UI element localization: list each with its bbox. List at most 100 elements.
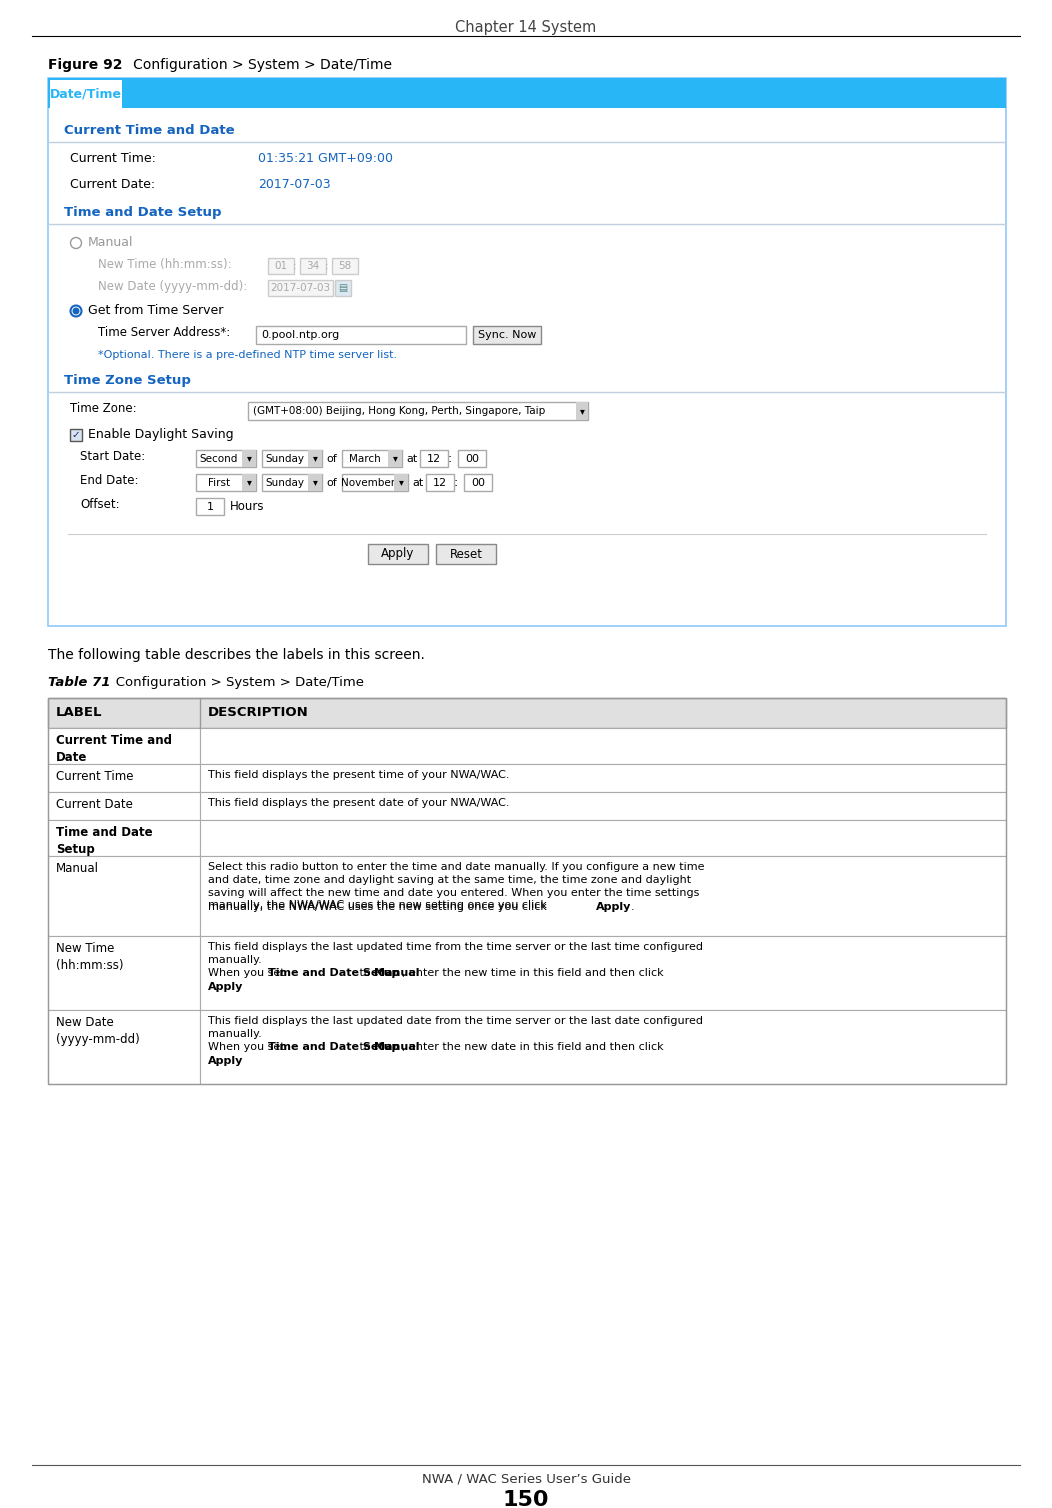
Bar: [48, 765, 200, 792]
Text: 0.pool.ntp.org: 0.pool.ntp.org: [261, 330, 339, 339]
Text: Sunday: Sunday: [265, 478, 304, 487]
Bar: [332, 258, 358, 274]
Bar: [342, 474, 408, 492]
Text: 12: 12: [427, 454, 441, 463]
Text: Configuration > System > Date/Time: Configuration > System > Date/Time: [120, 57, 392, 72]
Bar: [473, 326, 541, 344]
Bar: [48, 936, 200, 1010]
Text: First: First: [208, 478, 230, 487]
Text: Manual: Manual: [375, 968, 420, 979]
Bar: [48, 820, 200, 857]
Text: 12: 12: [433, 478, 447, 487]
Text: :: :: [453, 477, 458, 489]
Text: 1: 1: [206, 502, 214, 511]
Bar: [48, 78, 1006, 109]
Text: ▤: ▤: [339, 284, 347, 293]
Text: Apply: Apply: [596, 902, 631, 912]
Text: to: to: [356, 1042, 373, 1053]
Text: Sync. Now: Sync. Now: [478, 330, 537, 339]
Text: manually.: manually.: [208, 955, 262, 965]
Text: manually.: manually.: [208, 1028, 262, 1039]
Bar: [436, 544, 495, 564]
Bar: [464, 474, 492, 492]
Bar: [262, 449, 322, 467]
Text: End Date:: End Date:: [80, 474, 139, 487]
Bar: [248, 403, 588, 421]
Bar: [200, 792, 1006, 820]
Text: Current Time: Current Time: [56, 771, 134, 783]
Text: Current Time and
Date: Current Time and Date: [56, 734, 171, 765]
Text: 00: 00: [465, 454, 479, 463]
Text: ✓: ✓: [72, 430, 80, 440]
Text: 2017-07-03: 2017-07-03: [270, 284, 330, 293]
Bar: [48, 698, 1006, 1084]
Text: New Date
(yyyy-mm-dd): New Date (yyyy-mm-dd): [56, 1016, 140, 1047]
Bar: [48, 698, 1006, 728]
Text: The following table describes the labels in this screen.: The following table describes the labels…: [48, 648, 425, 662]
Bar: [48, 1010, 200, 1084]
Bar: [268, 280, 333, 296]
Bar: [368, 544, 428, 564]
Text: 01:35:21 GMT+09:00: 01:35:21 GMT+09:00: [258, 152, 393, 164]
Text: New Time (hh:mm:ss):: New Time (hh:mm:ss):: [98, 258, 231, 271]
Text: ▾: ▾: [312, 478, 318, 487]
Bar: [262, 474, 322, 492]
Bar: [70, 428, 82, 440]
Text: Manual: Manual: [88, 235, 134, 249]
Text: 00: 00: [471, 478, 485, 487]
Bar: [242, 474, 256, 492]
Text: ▾: ▾: [246, 454, 251, 463]
Text: 2017-07-03: 2017-07-03: [258, 178, 330, 192]
Text: ▾: ▾: [580, 406, 585, 416]
Text: Configuration > System > Date/Time: Configuration > System > Date/Time: [103, 676, 364, 689]
Text: This field displays the last updated time from the time server or the last time : This field displays the last updated tim…: [208, 942, 703, 952]
Text: at: at: [406, 454, 418, 463]
Text: Current Date: Current Date: [56, 798, 133, 811]
Text: Sunday: Sunday: [265, 454, 304, 463]
Text: Figure 92: Figure 92: [48, 57, 122, 72]
Text: New Time
(hh:mm:ss): New Time (hh:mm:ss): [56, 942, 123, 973]
Text: This field displays the present date of your NWA/WAC.: This field displays the present date of …: [208, 798, 509, 808]
Bar: [242, 449, 256, 467]
Text: *Optional. There is a pre-defined NTP time server list.: *Optional. There is a pre-defined NTP ti…: [98, 350, 397, 360]
Text: Time and Date
Setup: Time and Date Setup: [56, 826, 153, 857]
Bar: [420, 449, 448, 467]
Text: 150: 150: [503, 1490, 549, 1508]
Text: Apply: Apply: [208, 982, 243, 992]
Text: :: :: [448, 452, 452, 464]
Text: LABEL: LABEL: [56, 707, 102, 719]
Bar: [196, 449, 256, 467]
Text: :: :: [325, 261, 329, 271]
Bar: [256, 326, 466, 344]
Bar: [200, 728, 1006, 765]
Text: of: of: [326, 454, 337, 463]
Text: Chapter 14 System: Chapter 14 System: [456, 20, 596, 35]
Text: Time and Date Setup: Time and Date Setup: [64, 207, 222, 219]
Text: .: .: [631, 902, 634, 912]
Text: of: of: [326, 478, 337, 487]
Bar: [335, 280, 351, 296]
Text: Apply: Apply: [208, 1056, 243, 1066]
Bar: [50, 80, 122, 109]
Text: at: at: [412, 478, 423, 487]
Text: Current Time and Date: Current Time and Date: [64, 124, 235, 137]
Text: Manual: Manual: [375, 1042, 420, 1053]
Text: ▾: ▾: [399, 478, 403, 487]
Text: ▾: ▾: [246, 478, 251, 487]
Text: March: March: [349, 454, 381, 463]
Text: Time and Date Setup: Time and Date Setup: [268, 1042, 400, 1053]
Text: to: to: [356, 968, 373, 979]
Text: Manual: Manual: [56, 863, 99, 875]
Bar: [200, 820, 1006, 857]
Text: Current Date:: Current Date:: [70, 178, 155, 192]
Text: Reset: Reset: [449, 547, 483, 561]
Text: ▾: ▾: [312, 454, 318, 463]
Bar: [394, 474, 408, 492]
Text: This field displays the last updated date from the time server or the last date : This field displays the last updated dat…: [208, 1016, 703, 1025]
Bar: [48, 857, 200, 936]
Text: Table 71: Table 71: [48, 676, 110, 689]
Text: Time Server Address*:: Time Server Address*:: [98, 326, 230, 339]
Text: ▾: ▾: [392, 454, 398, 463]
Bar: [342, 449, 402, 467]
Text: Apply: Apply: [381, 547, 414, 561]
